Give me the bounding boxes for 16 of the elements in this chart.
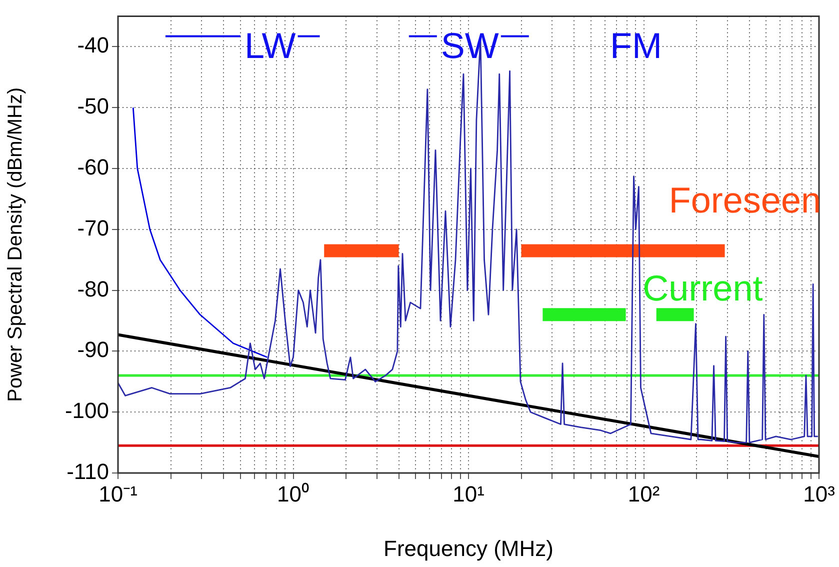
annotation: LW xyxy=(244,25,296,66)
y-tick-label: -40 xyxy=(77,32,109,58)
series-label: Current xyxy=(642,268,763,309)
y-axis-title: Power Spectral Density (dBm/MHz) xyxy=(4,87,27,402)
y-tick-label: -80 xyxy=(77,276,109,302)
y-tick-label: -60 xyxy=(77,154,109,180)
annotation: FM xyxy=(610,25,662,66)
x-tick-label: 10² xyxy=(628,481,660,506)
y-tick-label: -50 xyxy=(77,94,109,119)
x-tick-label: 10⁰ xyxy=(277,481,310,506)
y-tick-label: -100 xyxy=(64,398,109,424)
x-tick-label: 10³ xyxy=(803,481,835,506)
y-tick-label: -70 xyxy=(77,215,109,240)
y-tick-label: -90 xyxy=(77,337,109,362)
x-tick-label: 10¹ xyxy=(452,481,484,506)
x-axis-title: Frequency (MHz) xyxy=(384,536,554,561)
